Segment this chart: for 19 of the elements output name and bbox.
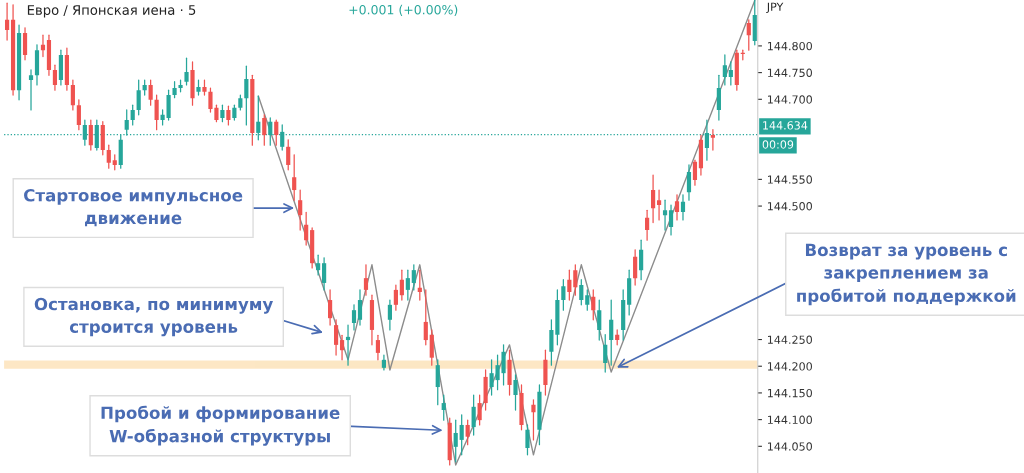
y-tick-label: 144.550 [768,175,812,184]
y-tick-label: 144.800 [768,41,812,51]
y-tick-label: 144.150 [768,388,812,398]
y-tick-label: 144.250 [768,335,812,344]
y-tick-label: 144.100 [768,415,812,424]
text: Возврат за уровень с закреплением за пробитой поддержкой [797,243,1016,306]
annotation: Стартовое импульсное движение [24,188,243,227]
y-tick-label: 144.700 [768,95,812,104]
annotation: Пробой и формирование W-образной структуры [101,405,340,446]
y-tick-label: 144.050 [768,442,812,451]
y-tick-label: 144.750 [768,68,812,77]
chart-subtitle: +0.001 (+0.00%) [349,4,458,16]
chart-title: Евро / Японская иена · 5 [27,5,196,18]
y-tick-label: 144.500 [768,202,812,211]
y-axis-title: JPY [766,2,784,14]
annotation: Остановка, по минимуму строится уровень [34,297,273,337]
ref-line-label: 144.634 [763,121,808,130]
y-tick-label: 144.200 [768,362,812,371]
text: 00:09 [762,140,794,149]
